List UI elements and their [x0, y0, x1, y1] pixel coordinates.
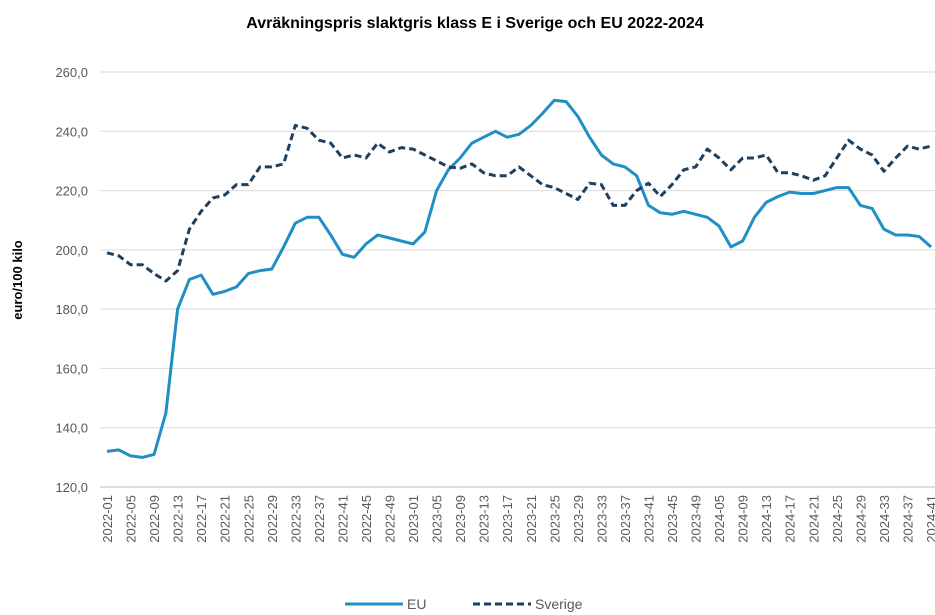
x-tick-label: 2023-17 — [500, 495, 515, 543]
x-tick-label: 2023-29 — [571, 495, 586, 543]
y-tick-label: 180,0 — [55, 302, 88, 317]
x-tick-label: 2023-41 — [641, 495, 656, 543]
x-tick-label: 2023-21 — [524, 495, 539, 543]
x-tick-label: 2024-21 — [806, 495, 821, 543]
x-tick-label: 2024-05 — [712, 495, 727, 543]
x-tick-label: 2023-01 — [406, 495, 421, 543]
x-tick-label: 2022-25 — [241, 495, 256, 543]
x-tick-label: 2022-17 — [194, 495, 209, 543]
legend-label: EU — [407, 596, 426, 612]
x-tick-label: 2023-33 — [594, 495, 609, 543]
y-tick-label: 240,0 — [55, 124, 88, 139]
series-line — [106, 98, 932, 459]
x-tick-label: 2024-41 — [924, 495, 935, 543]
x-tick-label: 2023-37 — [618, 495, 633, 543]
x-tick-label: 2023-49 — [689, 495, 704, 543]
x-tick-label: 2022-09 — [147, 495, 162, 543]
x-tick-label: 2023-09 — [453, 495, 468, 543]
y-tick-label: 220,0 — [55, 184, 88, 199]
x-tick-label: 2022-01 — [100, 495, 115, 543]
y-tick-label: 140,0 — [55, 421, 88, 436]
x-tick-label: 2023-25 — [547, 495, 562, 543]
x-tick-label: 2024-25 — [830, 495, 845, 543]
x-tick-label: 2022-05 — [124, 495, 139, 543]
x-tick-label: 2023-45 — [665, 495, 680, 543]
legend-label: Sverige — [535, 596, 583, 612]
x-tick-label: 2022-49 — [383, 495, 398, 543]
series-line — [106, 123, 932, 283]
y-tick-label: 160,0 — [55, 361, 88, 376]
x-tick-label: 2024-37 — [900, 495, 915, 543]
chart-title: Avräkningspris slaktgris klass E i Sveri… — [246, 15, 704, 32]
x-tick-label: 2022-21 — [218, 495, 233, 543]
y-axis-title: euro/100 kilo — [10, 240, 25, 320]
y-tick-label: 260,0 — [55, 65, 88, 80]
x-tick-label: 2024-13 — [759, 495, 774, 543]
x-tick-label: 2023-05 — [430, 495, 445, 543]
x-tick-label: 2022-33 — [288, 495, 303, 543]
x-tick-label: 2024-17 — [783, 495, 798, 543]
x-tick-label: 2022-29 — [265, 495, 280, 543]
x-tick-label: 2024-33 — [877, 495, 892, 543]
x-tick-label: 2022-41 — [335, 495, 350, 543]
y-tick-label: 200,0 — [55, 243, 88, 258]
x-tick-label: 2022-37 — [312, 495, 327, 543]
x-tick-label: 2022-45 — [359, 495, 374, 543]
y-tick-label: 120,0 — [55, 480, 88, 495]
x-tick-label: 2022-13 — [171, 495, 186, 543]
x-tick-label: 2024-29 — [853, 495, 868, 543]
x-tick-label: 2023-13 — [477, 495, 492, 543]
x-tick-label: 2024-09 — [736, 495, 751, 543]
